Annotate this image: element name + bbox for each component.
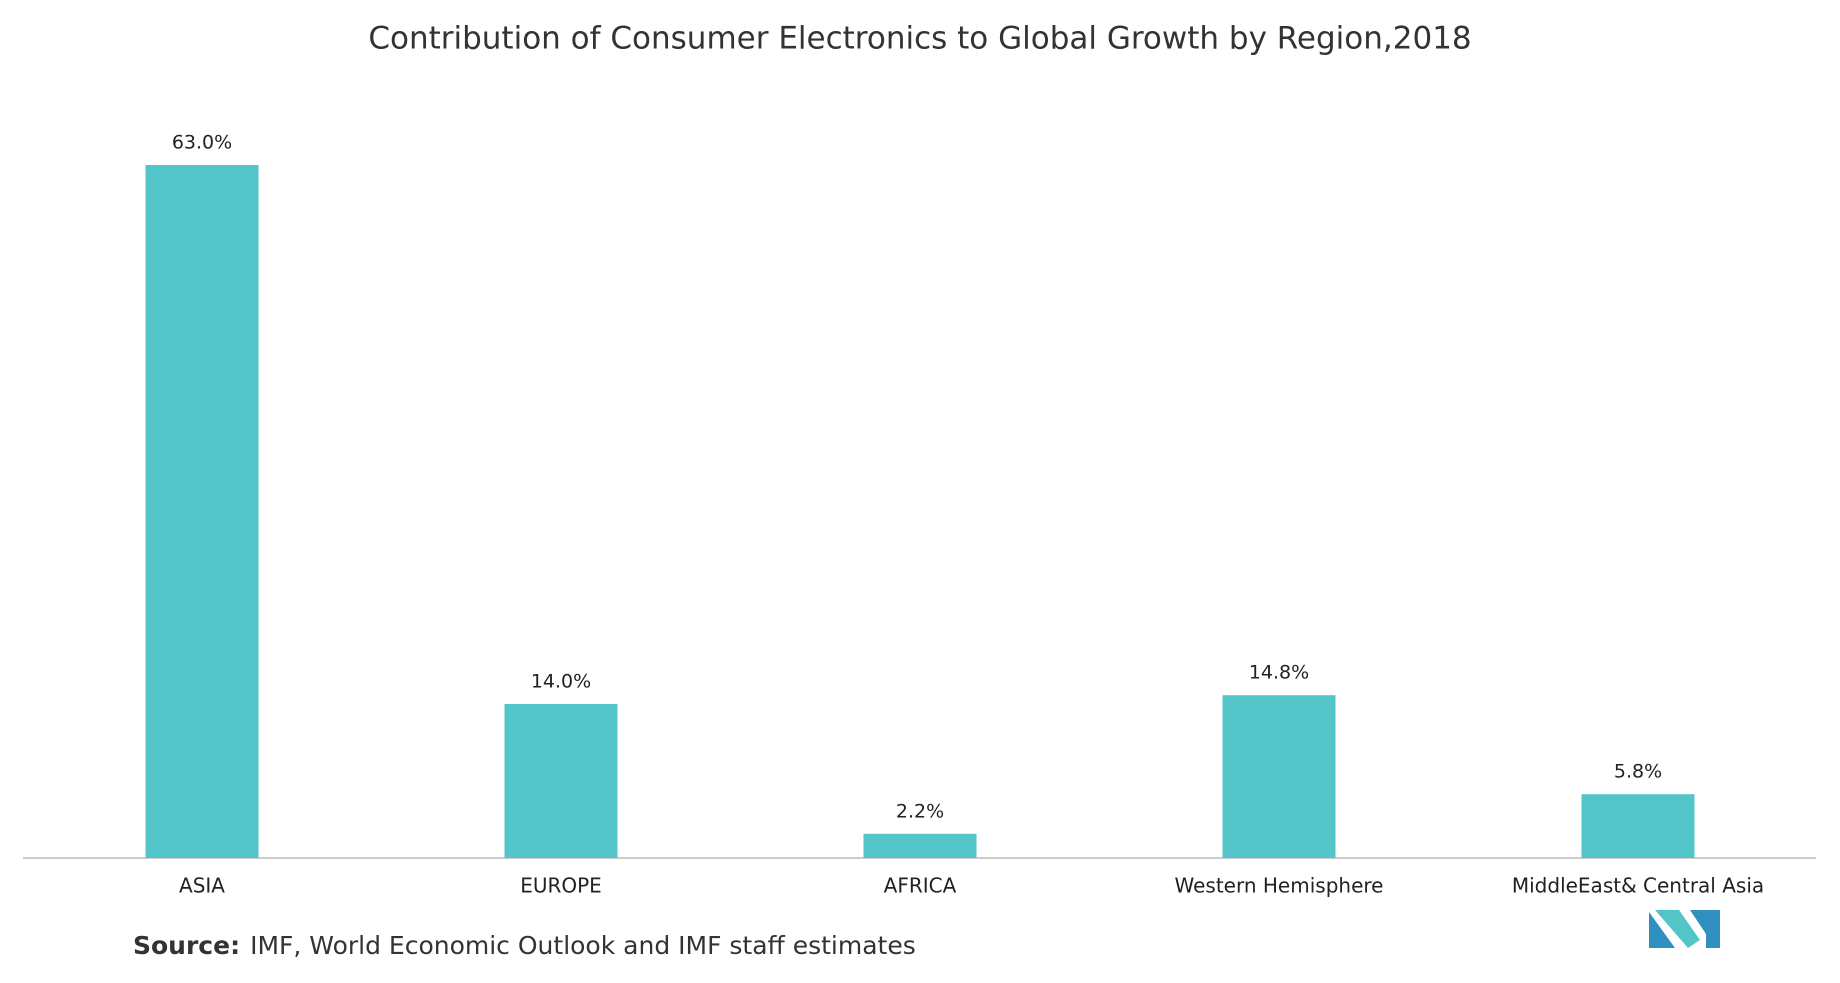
chart-title: Contribution of Consumer Electronics to … <box>368 21 1471 57</box>
x-tick-label: Western Hemisphere <box>1175 874 1384 898</box>
bar <box>145 165 259 858</box>
value-label: 5.8% <box>1614 761 1662 783</box>
value-label: 63.0% <box>172 132 232 154</box>
source-label: Source: <box>133 931 240 960</box>
bar <box>1581 794 1695 858</box>
value-label: 14.0% <box>531 671 591 693</box>
bar <box>863 833 977 858</box>
x-tick-label: EUROPE <box>520 874 602 898</box>
value-label: 2.2% <box>896 800 944 822</box>
x-tick-label: ASIA <box>179 874 225 898</box>
bar <box>504 704 618 858</box>
bar <box>1222 695 1336 858</box>
logo <box>1649 910 1720 948</box>
source: Source: IMF, World Economic Outlook and I… <box>133 931 916 960</box>
value-label: 14.8% <box>1249 662 1309 684</box>
x-tick-label: MiddleEast& Central Asia <box>1512 874 1764 898</box>
source-text: IMF, World Economic Outlook and IMF staf… <box>250 931 916 960</box>
x-tick-label: AFRICA <box>884 874 957 898</box>
